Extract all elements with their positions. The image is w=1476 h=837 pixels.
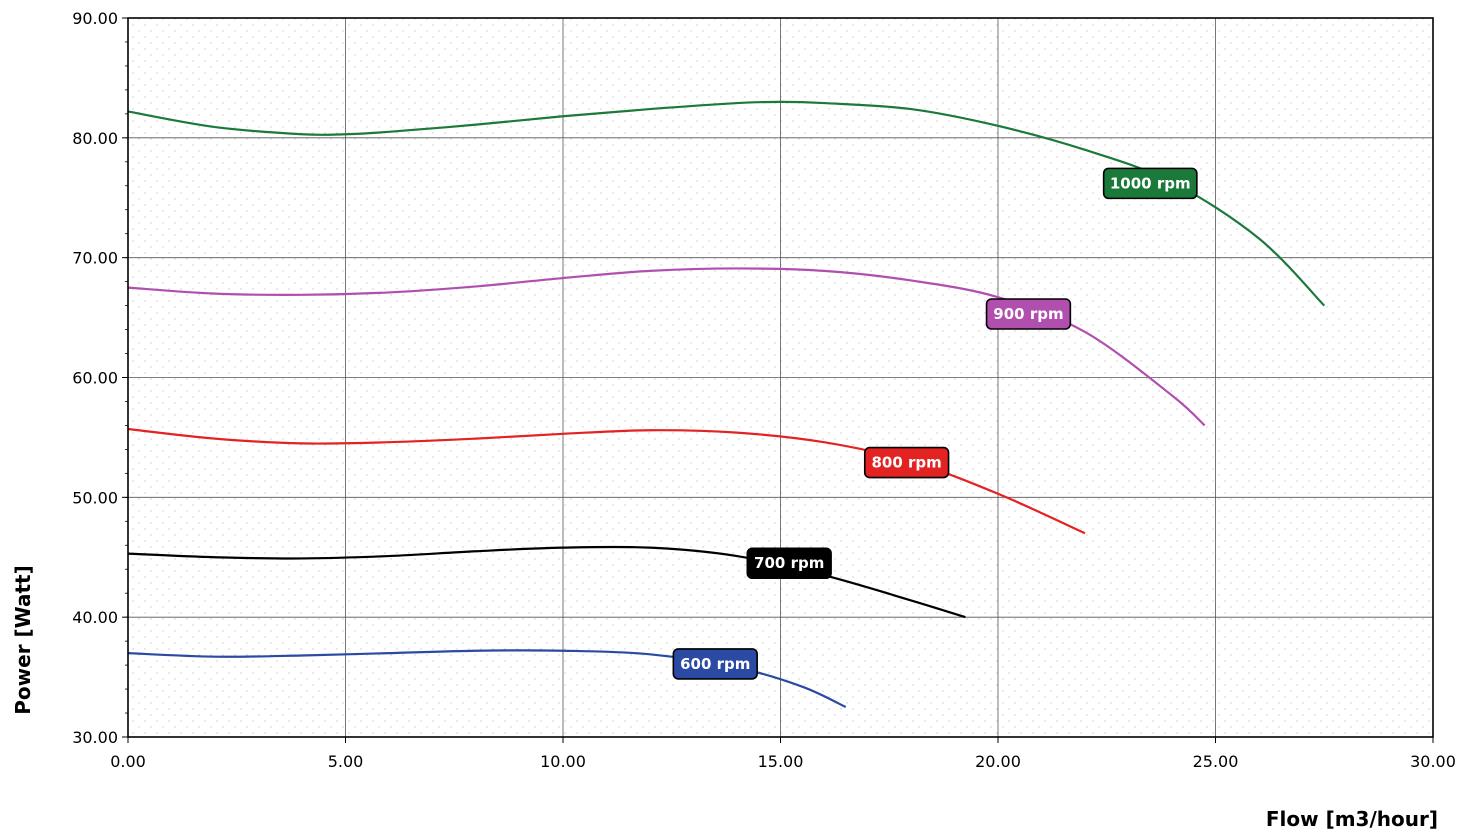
series-label-600-rpm: 600 rpm	[672, 648, 758, 680]
x-tick-label: 25.00	[1193, 752, 1239, 771]
series-label-1000-rpm: 1000 rpm	[1102, 167, 1198, 200]
series-line-700-rpm	[127, 545, 966, 619]
x-tick-label: 20.00	[975, 752, 1021, 771]
y-tick-label: 90.00	[72, 9, 118, 28]
x-tick-label: 10.00	[540, 752, 586, 771]
y-tick-label: 30.00	[72, 728, 118, 747]
series-label-text: 1000 rpm	[1110, 174, 1191, 192]
series-label-box	[1102, 167, 1198, 200]
series-label-900-rpm: 900 rpm	[985, 298, 1072, 330]
series-label-box	[985, 298, 1072, 330]
x-axis-title: Flow [m3/hour]	[1266, 807, 1438, 831]
series-label-box	[672, 648, 758, 680]
series-label-text: 600 rpm	[680, 655, 750, 673]
y-tick-label: 50.00	[72, 488, 118, 507]
x-tick-label: 15.00	[758, 752, 804, 771]
y-tick-label: 70.00	[72, 249, 118, 268]
y-tick-label: 40.00	[72, 608, 118, 627]
axis-ticks: 0.00 5.00 10.00 15.00 20.00 25.00 30.00 30.00 40…	[72, 9, 1456, 771]
y-tick-label: 80.00	[72, 129, 118, 148]
plot-frame	[127, 17, 1434, 738]
series-label-text: 900 rpm	[993, 305, 1063, 323]
x-tick-label: 0.00	[110, 752, 146, 771]
series-label-box	[746, 547, 832, 580]
series-label-800-rpm: 800 rpm	[863, 446, 950, 479]
series-labels: 600 rpm 700 rpm 800 rpm 900 rpm 1000 rpm	[672, 167, 1198, 680]
series-label-text: 700 rpm	[754, 554, 824, 572]
y-axis-title: Power [Watt]	[11, 565, 35, 715]
x-tick-label: 5.00	[328, 752, 364, 771]
x-tick-label: 30.00	[1410, 752, 1456, 771]
series-label-box	[863, 446, 950, 479]
series-line-1000-rpm	[127, 100, 1326, 307]
y-tick-label: 60.00	[72, 369, 118, 388]
series-label-text: 800 rpm	[871, 454, 941, 472]
series-label-700-rpm: 700 rpm	[746, 547, 832, 580]
